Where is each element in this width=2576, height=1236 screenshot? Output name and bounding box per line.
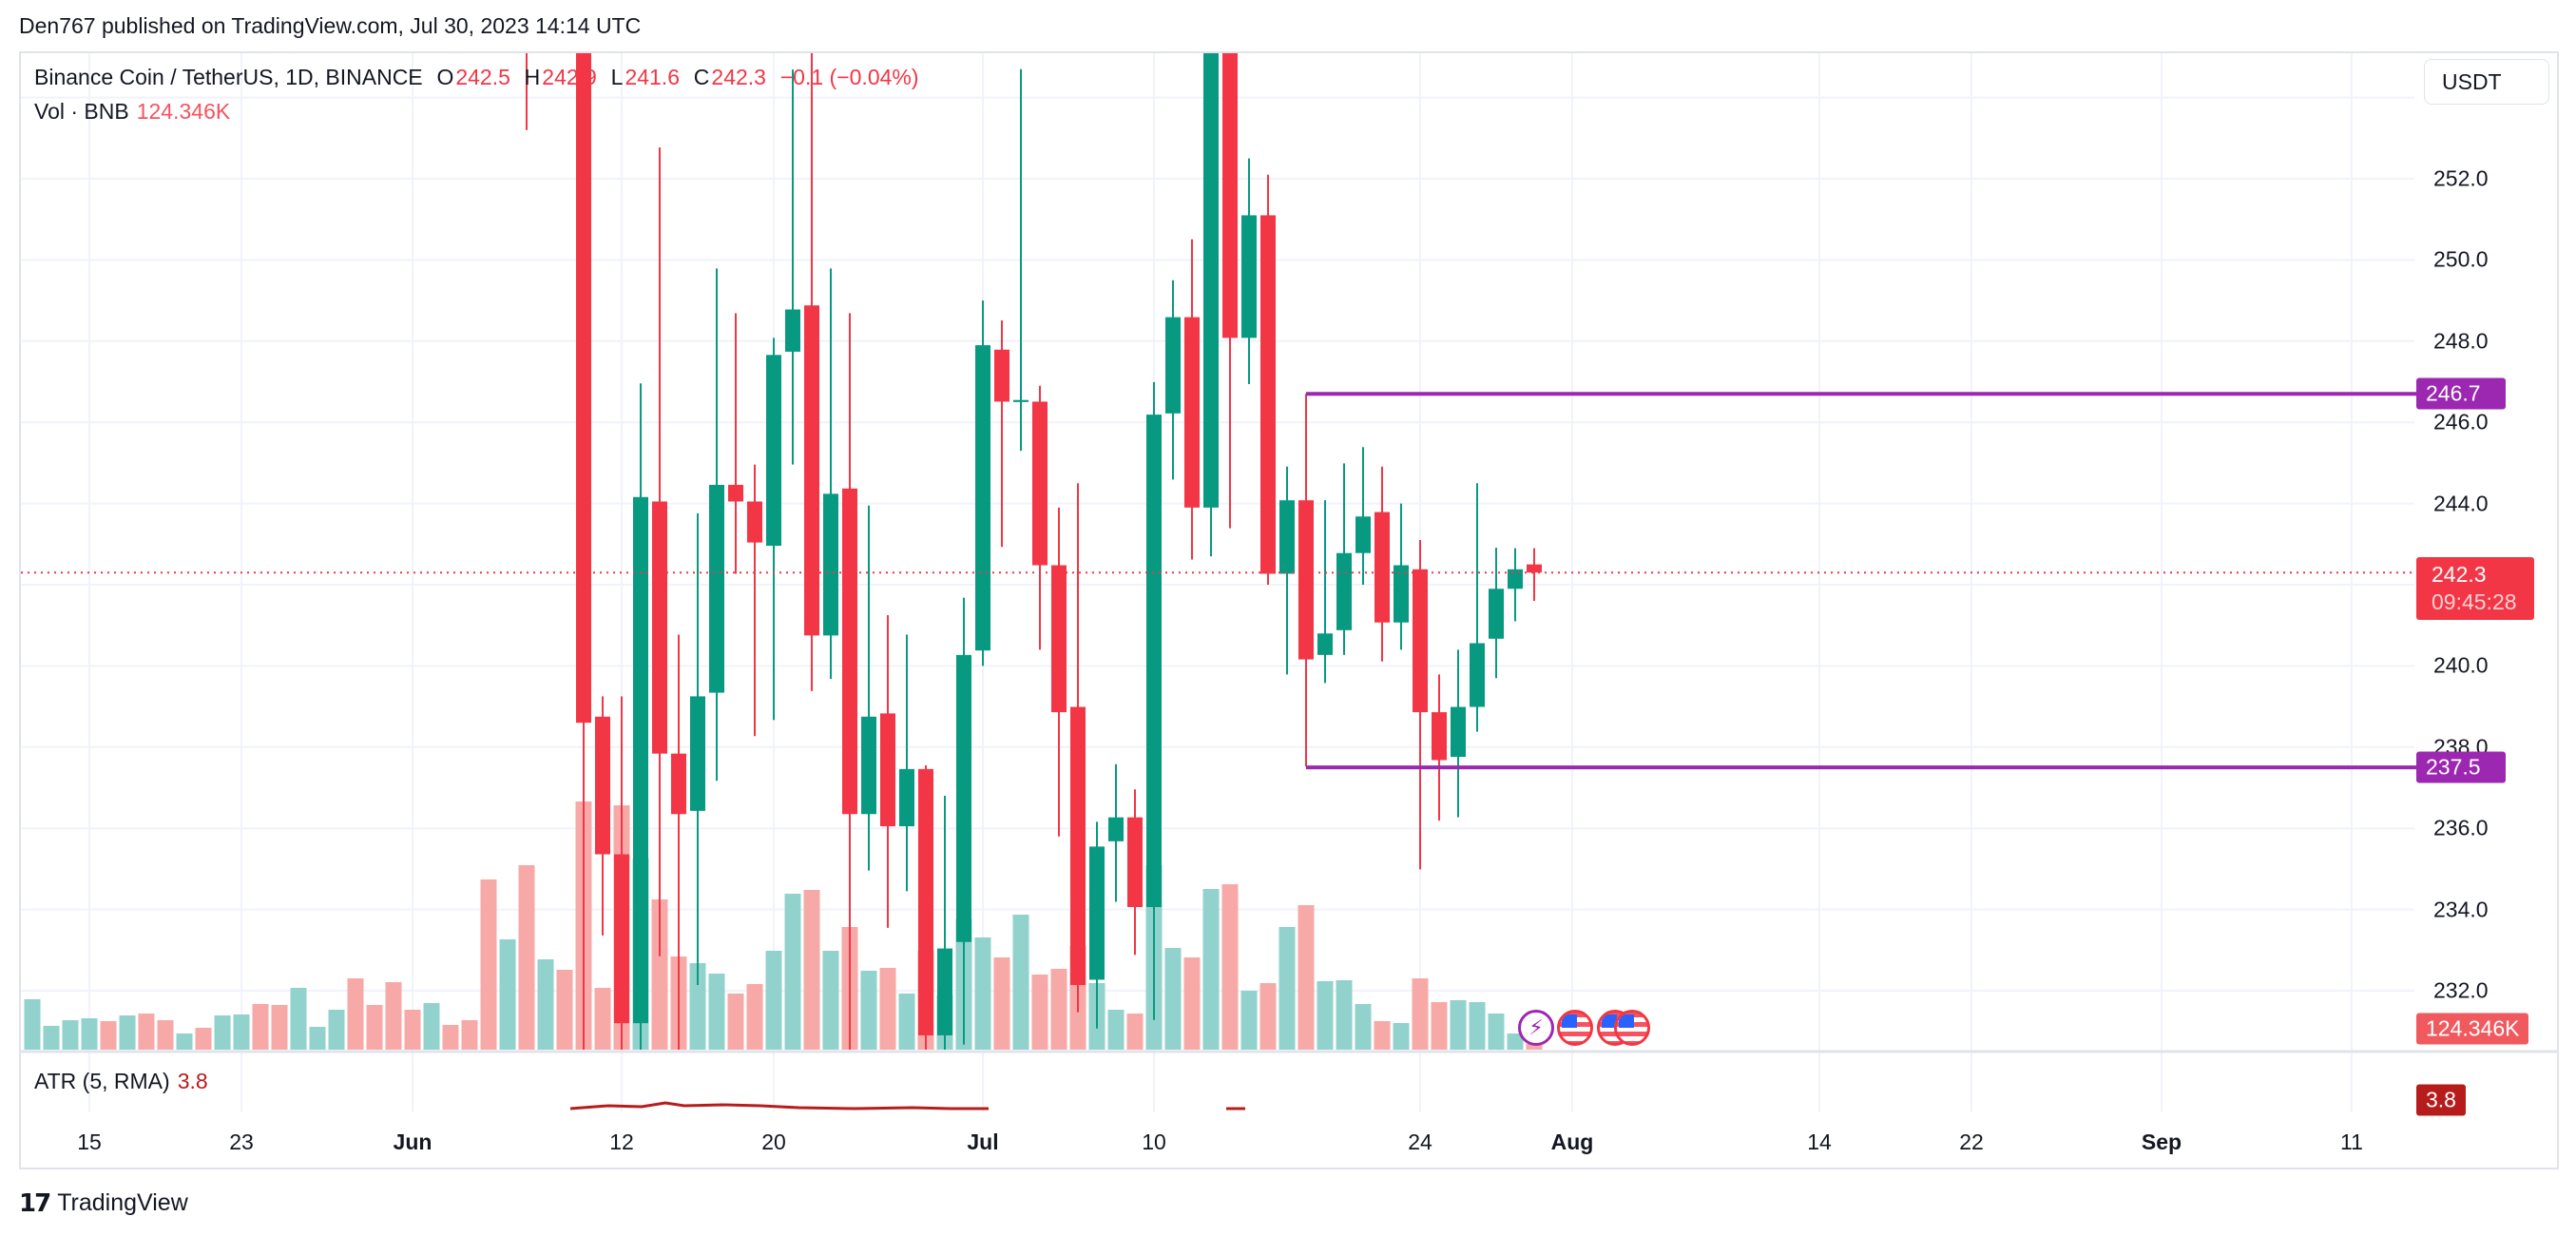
tradingview-branding[interactable]: 𝟭𝟳 TradingView	[19, 1188, 188, 1218]
currency-button[interactable]: USDT	[2424, 59, 2549, 105]
volume-label: Vol · BNB	[34, 99, 129, 124]
support-level-tag: 237.5	[2416, 751, 2506, 783]
bar-countdown: 09:45:28	[2432, 589, 2517, 614]
price-tick-label: 234.0	[2433, 897, 2489, 922]
us-flag-event-icon[interactable]	[1557, 1010, 1593, 1046]
low-label: L	[610, 65, 624, 89]
close-label: C	[693, 65, 710, 89]
open-value: 242.5	[455, 65, 510, 89]
publisher-line: Den767 published on TradingView.com, Jul…	[19, 13, 642, 38]
time-tick-label: Jun	[393, 1130, 433, 1154]
price-tick-label: 248.0	[2433, 328, 2489, 354]
last-price-value: 242.3	[2432, 562, 2487, 587]
atr-tag: 3.8	[2416, 1084, 2466, 1116]
close-value: 242.3	[711, 65, 766, 89]
resistance-level-tag: 246.7	[2416, 377, 2506, 410]
time-tick-label: 11	[2340, 1130, 2363, 1154]
price-tick-label: 246.0	[2433, 409, 2489, 435]
us-flag-event-icon[interactable]	[1614, 1010, 1650, 1046]
symbol-name: Binance Coin / TetherUS, 1D, BINANCE	[34, 65, 423, 89]
time-tick-label: 14	[1807, 1130, 1832, 1154]
low-value: 241.6	[625, 65, 680, 89]
time-tick-label: 22	[1959, 1130, 1984, 1154]
atr-legend: ATR (5, RMA) 3.8	[34, 1069, 208, 1094]
volume-value: 124.346K	[136, 99, 231, 124]
time-tick-label: 24	[1408, 1130, 1432, 1154]
lightning-event-icon[interactable]: ⚡	[1518, 1010, 1554, 1046]
time-tick-label: 15	[77, 1130, 102, 1154]
price-tick-label: 240.0	[2433, 652, 2489, 678]
time-tick-label: 10	[1142, 1130, 1166, 1154]
price-tick-label: 244.0	[2433, 491, 2489, 516]
volume-tag: 124.346K	[2416, 1013, 2529, 1045]
time-tick-label: Aug	[1550, 1130, 1594, 1154]
time-tick-label: Sep	[2141, 1130, 2182, 1154]
high-value: 242.9	[542, 65, 597, 89]
time-tick-label: 12	[609, 1130, 634, 1154]
change-value: −0.1 (−0.04%)	[779, 65, 919, 89]
high-label: H	[524, 65, 541, 89]
time-tick-label: 23	[229, 1130, 254, 1154]
tradingview-logo-icon: 𝟭𝟳	[19, 1188, 51, 1217]
price-tick-label: 250.0	[2433, 246, 2489, 272]
price-tick-label: 236.0	[2433, 815, 2489, 840]
time-tick-label: Jul	[967, 1130, 999, 1154]
open-label: O	[436, 65, 454, 89]
price-tick-label: 252.0	[2433, 165, 2489, 191]
volume-legend: Vol · BNB 124.346K	[34, 99, 230, 125]
time-tick-label: 20	[761, 1130, 786, 1154]
last-price-tag: 242.3 09:45:28	[2416, 557, 2534, 620]
chart-frame	[19, 51, 2559, 1169]
brand-name: TradingView	[57, 1189, 188, 1216]
atr-value: 3.8	[177, 1069, 208, 1093]
symbol-legend: Binance Coin / TetherUS, 1D, BINANCE O24…	[34, 65, 921, 90]
price-tick-label: 232.0	[2433, 977, 2489, 1003]
atr-label: ATR (5, RMA)	[34, 1069, 170, 1093]
